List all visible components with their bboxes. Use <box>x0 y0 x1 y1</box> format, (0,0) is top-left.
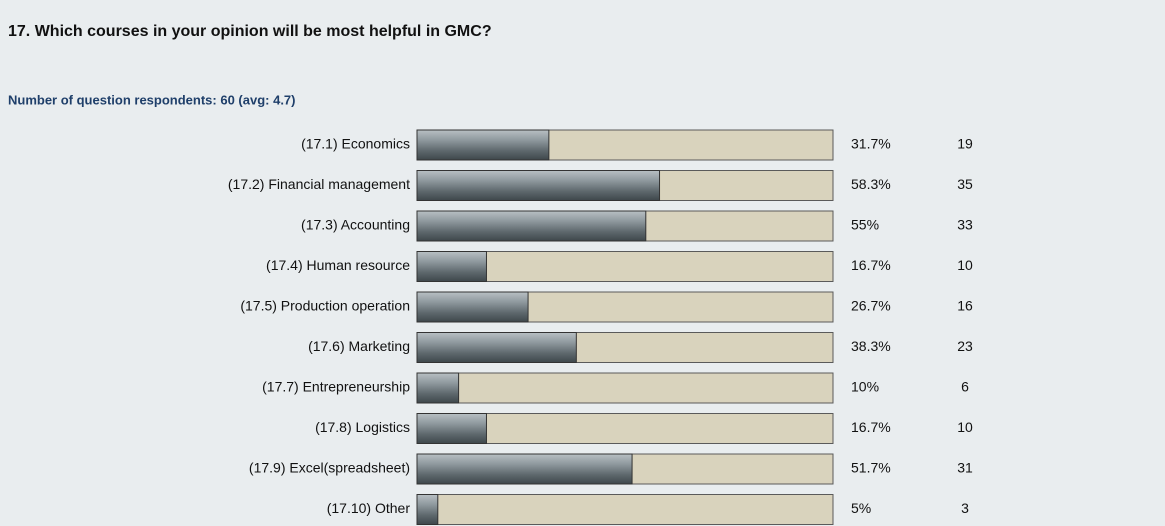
count-label: 23 <box>957 338 973 354</box>
value-label: 58.3% <box>851 176 891 192</box>
bar-track <box>416 494 834 525</box>
value-label: 51.7% <box>851 460 891 476</box>
bar <box>416 170 661 201</box>
value-label: 16.7% <box>851 419 891 435</box>
category-label: (17.9) Excel(spreadsheet) <box>249 460 410 476</box>
count-label: 6 <box>961 379 969 395</box>
value-label: 16.7% <box>851 257 891 273</box>
value-label: 38.3% <box>851 338 891 354</box>
bar <box>416 210 647 242</box>
category-label: (17.7) Entrepreneurship <box>262 379 410 395</box>
bar <box>416 291 529 323</box>
value-label: 26.7% <box>851 298 891 314</box>
count-label: 10 <box>957 419 973 435</box>
category-label: (17.8) Logistics <box>315 419 410 435</box>
bar <box>416 129 550 161</box>
category-label: (17.5) Production operation <box>240 298 410 314</box>
bar <box>416 372 460 404</box>
bar <box>416 251 487 282</box>
value-label: 10% <box>851 379 879 395</box>
count-label: 3 <box>961 500 969 516</box>
bar <box>416 494 439 525</box>
category-label: (17.4) Human resource <box>266 257 410 273</box>
bar <box>416 413 487 444</box>
bar <box>416 453 633 485</box>
bar-track <box>416 372 834 404</box>
value-label: 55% <box>851 217 879 233</box>
value-label: 5% <box>851 500 871 516</box>
chart-title: 17. Which courses in your opinion will b… <box>8 23 492 40</box>
count-label: 35 <box>957 176 973 192</box>
count-label: 16 <box>957 298 973 314</box>
category-label: (17.3) Accounting <box>301 217 410 233</box>
count-label: 10 <box>957 257 973 273</box>
category-label: (17.10) Other <box>327 500 411 516</box>
bar <box>416 332 577 363</box>
category-label: (17.6) Marketing <box>308 338 410 354</box>
category-label: (17.1) Economics <box>301 136 410 152</box>
category-label: (17.2) Financial management <box>228 176 410 192</box>
value-label: 31.7% <box>851 136 891 152</box>
count-label: 33 <box>957 217 973 233</box>
subtitle: Number of question respondents: 60 (avg:… <box>8 92 296 107</box>
count-label: 31 <box>957 460 973 476</box>
count-label: 19 <box>957 136 973 152</box>
